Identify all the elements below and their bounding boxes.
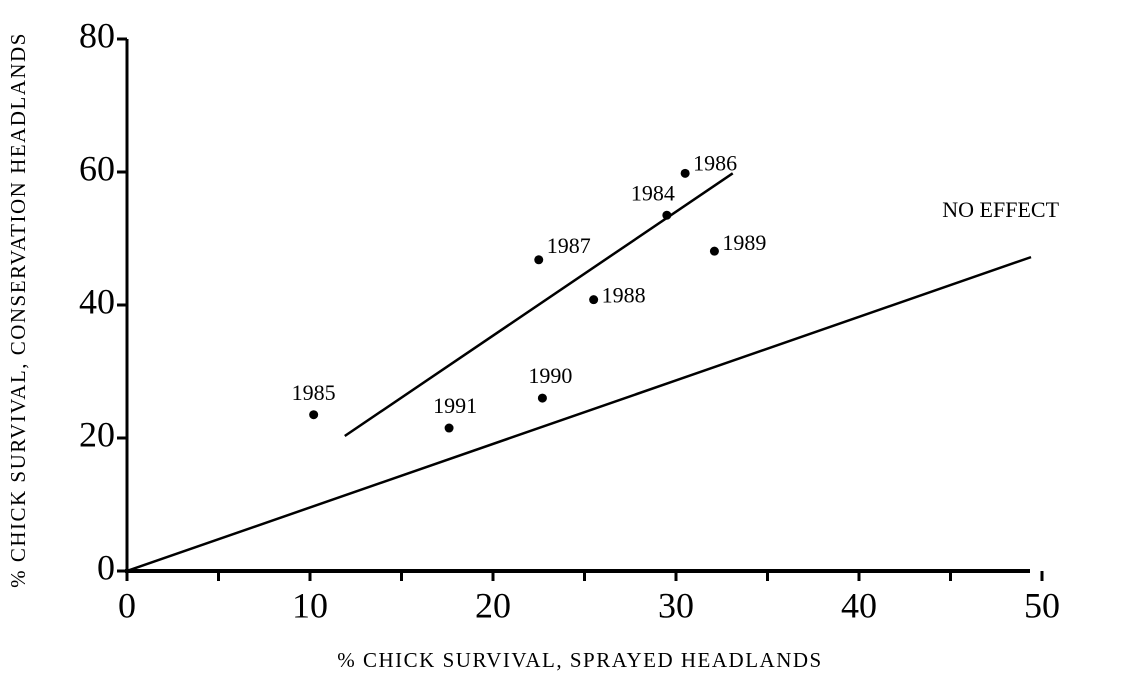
y-tick-label: 80 bbox=[79, 15, 115, 55]
point-label: 1986 bbox=[693, 150, 737, 175]
fit-line bbox=[126, 255, 1032, 573]
point bbox=[662, 210, 672, 220]
point bbox=[534, 255, 544, 265]
point-label: 1987 bbox=[547, 233, 591, 258]
point bbox=[444, 423, 454, 433]
y-tick-label: 40 bbox=[79, 281, 115, 321]
point bbox=[537, 393, 547, 403]
x-axis-label: % CHICK SURVIVAL, SPRAYED HEADLANDS bbox=[337, 648, 822, 672]
y-axis-label: % CHICK SURVIVAL, CONSERVATION HEADLANDS bbox=[6, 32, 30, 588]
point-label: 1989 bbox=[722, 230, 766, 255]
point-label: 1984 bbox=[631, 180, 675, 205]
x-tick-label: 0 bbox=[118, 585, 136, 625]
point bbox=[589, 295, 599, 305]
point-label: 1985 bbox=[292, 380, 336, 405]
point bbox=[680, 168, 690, 178]
line-label: NO EFFECT bbox=[942, 197, 1059, 222]
x-tick-label: 20 bbox=[475, 585, 511, 625]
y-tick-label: 0 bbox=[97, 547, 115, 587]
x-tick-label: 30 bbox=[658, 585, 694, 625]
y-tick-label: 60 bbox=[79, 148, 115, 188]
point bbox=[309, 410, 319, 420]
point bbox=[709, 246, 719, 256]
point-label: 1988 bbox=[602, 283, 646, 308]
x-tick-label: 40 bbox=[841, 585, 877, 625]
x-tick-label: 10 bbox=[292, 585, 328, 625]
point-label: 1991 bbox=[433, 393, 477, 418]
x-tick-label: 50 bbox=[1024, 585, 1060, 625]
y-tick-label: 20 bbox=[79, 414, 115, 454]
point-label: 1990 bbox=[528, 363, 572, 388]
